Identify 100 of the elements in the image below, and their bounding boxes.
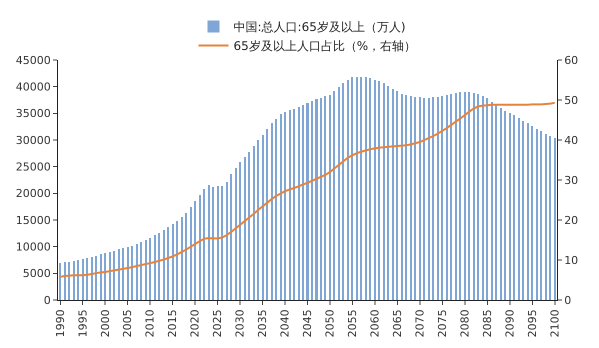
- bar: [167, 227, 169, 300]
- x-tick-label: 2095: [526, 309, 539, 338]
- bar: [459, 92, 461, 300]
- bar: [482, 96, 484, 300]
- x-tick-label: 1995: [76, 309, 90, 338]
- bar: [405, 95, 407, 300]
- y2-tick-label: 10: [564, 254, 578, 267]
- bar: [311, 101, 313, 300]
- bar: [356, 77, 358, 300]
- bar: [239, 162, 241, 300]
- bar: [306, 103, 309, 300]
- bar: [549, 136, 551, 300]
- bar: [59, 263, 61, 300]
- y-tick-label: 40000: [16, 80, 51, 94]
- y2-tick-label: 30: [564, 174, 578, 187]
- bar: [486, 98, 488, 300]
- y-tick-label: 25000: [16, 160, 51, 174]
- bar: [302, 105, 304, 300]
- x-tick-label: 2055: [346, 309, 360, 338]
- bar: [545, 134, 547, 300]
- bar: [428, 98, 430, 300]
- bar: [401, 94, 403, 300]
- x-tick-label: 2015: [166, 309, 180, 338]
- x-tick-label: 2080: [458, 309, 472, 338]
- bar: [554, 138, 556, 300]
- bar: [320, 98, 322, 300]
- y2-tick-label: 40: [564, 134, 578, 147]
- y-tick-label: 15000: [16, 214, 51, 227]
- bar: [342, 83, 344, 300]
- bar: [522, 121, 524, 300]
- bar: [221, 186, 223, 300]
- bar: [235, 168, 237, 300]
- bar: [68, 262, 70, 300]
- bar: [131, 246, 133, 300]
- bar: [163, 230, 165, 300]
- bar: [513, 115, 515, 300]
- bar: [432, 97, 434, 300]
- bar: [504, 111, 506, 300]
- bar: [145, 240, 147, 300]
- bar: [73, 261, 75, 300]
- y-tick-label: 10000: [16, 240, 51, 254]
- bar: [77, 260, 79, 300]
- bar: [374, 80, 376, 300]
- bar: [100, 254, 102, 300]
- bar: [365, 77, 367, 300]
- bar: [118, 249, 120, 300]
- x-tick-label: 2085: [480, 309, 494, 338]
- y-tick-label: 20000: [16, 187, 51, 200]
- x-tick-label: 2070: [413, 309, 426, 338]
- bar: [383, 83, 385, 300]
- bar: [378, 81, 380, 300]
- bar: [338, 87, 340, 300]
- bar: [441, 96, 443, 300]
- bar: [230, 174, 232, 300]
- bar: [293, 109, 295, 300]
- bar: [275, 119, 277, 300]
- bar: [491, 102, 493, 300]
- bar: [473, 93, 475, 300]
- bar: [392, 89, 394, 300]
- x-tick-label: 2025: [211, 309, 224, 338]
- x-tick-label: 2050: [324, 309, 337, 338]
- y-tick-label: 35000: [16, 107, 51, 120]
- legend-label: 中国:总人口:65岁及以上（万人): [234, 20, 406, 34]
- bar: [329, 95, 331, 300]
- bar: [113, 251, 115, 300]
- bar: [140, 242, 142, 300]
- bar: [82, 259, 84, 300]
- bar: [127, 247, 129, 300]
- bar: [91, 257, 93, 300]
- bar: [122, 248, 124, 300]
- legend-label: 65岁及以上人口占比（%，右轴）: [234, 39, 416, 54]
- x-tick-label: 2040: [278, 309, 292, 338]
- bar: [423, 98, 425, 300]
- y-tick-label: 45000: [16, 54, 51, 67]
- bar: [455, 93, 457, 300]
- x-tick-label: 2045: [301, 309, 314, 338]
- bar: [351, 77, 353, 300]
- bar: [495, 105, 497, 300]
- bar: [253, 146, 255, 300]
- bar: [414, 97, 416, 300]
- y-tick-label: 5000: [22, 267, 51, 280]
- bar: [387, 86, 389, 300]
- bar: [217, 186, 219, 300]
- x-tick-label: 2035: [256, 309, 270, 338]
- bar: [396, 91, 398, 300]
- bar: [194, 201, 196, 300]
- bar: [468, 92, 470, 300]
- bar: [500, 108, 502, 300]
- x-tick-label: 2100: [548, 309, 562, 338]
- bar: [450, 94, 452, 300]
- bar: [437, 97, 439, 300]
- bar: [477, 94, 479, 300]
- bar: [190, 207, 192, 300]
- bar: [266, 129, 268, 300]
- line-series: [59, 102, 556, 278]
- bar: [446, 95, 448, 300]
- bar: [199, 195, 201, 300]
- bar: [347, 80, 349, 300]
- y-tick-label: 30000: [16, 134, 51, 147]
- x-tick-label: 2000: [98, 309, 112, 338]
